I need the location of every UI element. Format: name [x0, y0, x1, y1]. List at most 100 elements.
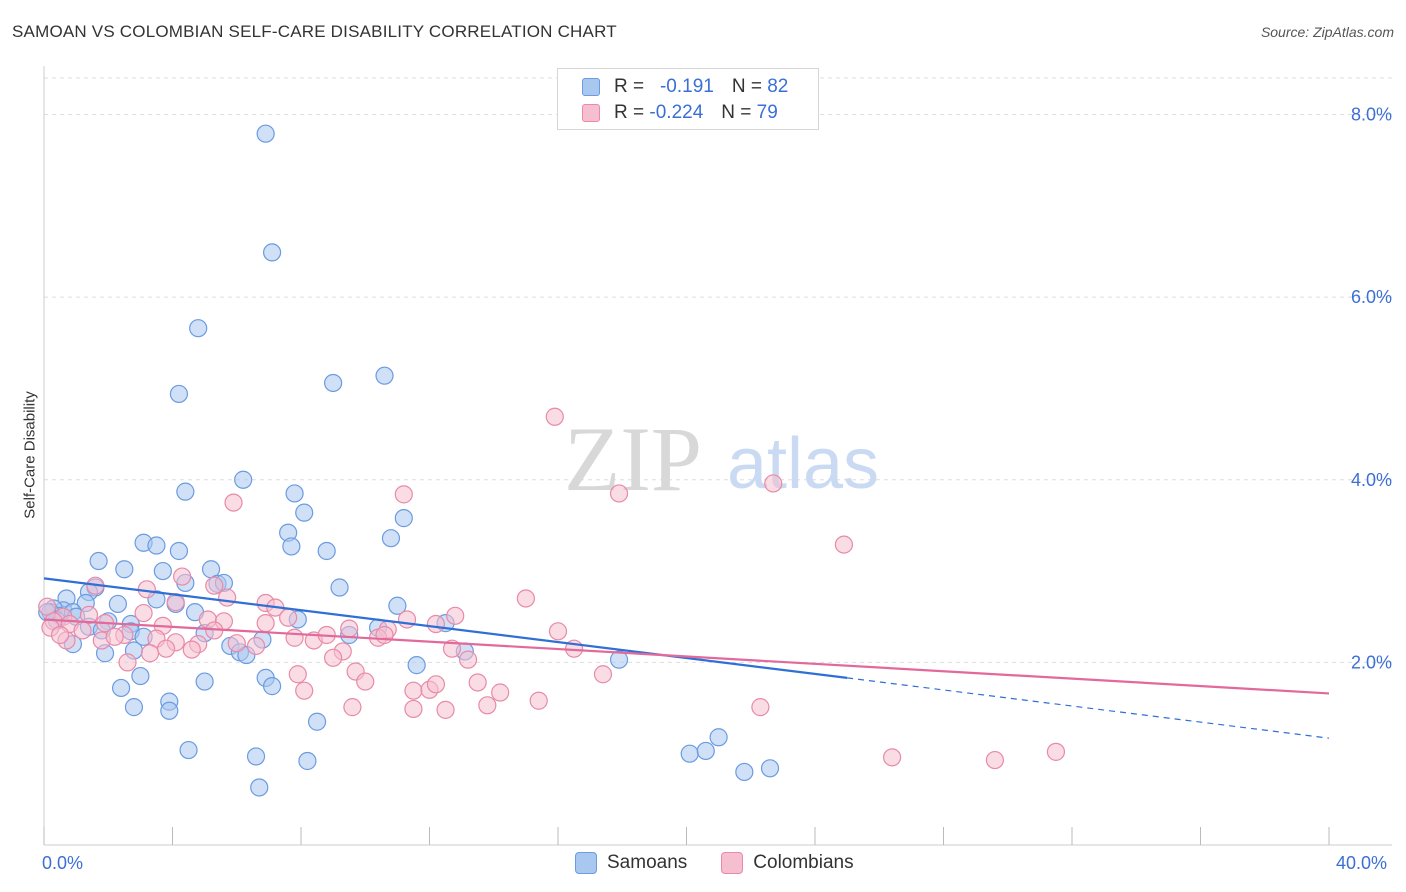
colombian-point [79, 605, 99, 625]
samoan-point [115, 560, 134, 579]
colombian-point [256, 614, 275, 633]
samoan-point [108, 594, 127, 614]
colombian-point [227, 634, 246, 653]
samoan-point [131, 666, 150, 686]
samoan-point [147, 536, 166, 555]
colombian-point [442, 639, 462, 658]
samoans-trend-extension [847, 677, 1330, 739]
colombian-point [436, 700, 455, 719]
colombian-point [324, 648, 343, 667]
samoans-legend-swatch [575, 852, 597, 874]
x-tick-label-max: 40.0% [1336, 853, 1388, 873]
legend-row-samoans: R = -0.191 N = 82 [582, 75, 788, 99]
colombian-point [516, 589, 535, 608]
series-legend: Samoans Colombians [575, 852, 888, 874]
watermark-atlas: atlas [727, 424, 879, 504]
y-tick-label: 8.0% [1351, 105, 1392, 125]
y-tick-label: 4.0% [1351, 470, 1392, 490]
samoan-point [298, 751, 317, 771]
colombian-point [491, 683, 510, 702]
colombian-point [404, 681, 423, 700]
grid-lines [44, 77, 1392, 663]
samoan-point [256, 124, 275, 143]
samoan-point [394, 509, 413, 528]
y-tick-label: 6.0% [1351, 287, 1392, 307]
colombian-point [50, 625, 70, 645]
colombian-point [205, 576, 224, 595]
colombian-point [173, 567, 192, 586]
samoan-point [696, 741, 715, 761]
r-label: R = [614, 102, 645, 123]
colombian-point [73, 621, 92, 640]
colombian-point [529, 691, 548, 710]
samoan-point [195, 672, 214, 691]
watermark-zip: ZIP [564, 408, 702, 510]
samoan-point [282, 537, 301, 556]
legend-row-colombians: R = -0.224 N = 79 [582, 101, 778, 125]
samoan-point [169, 541, 189, 561]
correlation-legend: R = -0.191 N = 82 R = -0.224 N = 79 [557, 68, 819, 130]
colombian-point [1046, 742, 1066, 761]
colombian-point [356, 672, 375, 691]
samoan-point [246, 747, 266, 766]
samoan-point [330, 578, 349, 597]
samoan-point [407, 656, 426, 675]
watermark: ZIP atlas [564, 408, 879, 510]
colombian-point [882, 748, 902, 767]
samoan-point [381, 529, 401, 548]
colombian-point [343, 698, 362, 717]
colombian-point [140, 644, 160, 663]
samoan-point [160, 701, 179, 720]
samoan-point [285, 484, 304, 503]
samoan-point [262, 677, 282, 696]
legend-label-samoans: Samoans [607, 852, 688, 873]
colombian-point [105, 627, 124, 646]
colombian-point [285, 628, 304, 647]
colombians-legend-swatch [721, 852, 744, 874]
colombian-point [394, 485, 413, 504]
samoans-trend-line [43, 577, 848, 679]
r-value: -0.191 [659, 76, 714, 97]
colombian-point [279, 608, 298, 627]
colombian-point [397, 610, 417, 629]
samoan-point [124, 698, 144, 717]
colombians-trend-line [43, 618, 1330, 695]
samoan-point [262, 243, 282, 262]
colombian-point [295, 681, 314, 700]
colombian-point [478, 696, 497, 715]
n-label: N = [721, 102, 752, 123]
colombian-point [375, 625, 394, 645]
colombian-point [764, 474, 783, 493]
colombian-point [468, 673, 487, 692]
legend-label-colombians: Colombians [753, 852, 854, 873]
r-label: R = [614, 76, 645, 97]
samoan-point [375, 366, 394, 385]
trend-lines [43, 577, 1330, 739]
samoan-point [153, 561, 172, 581]
colombian-point [609, 484, 629, 503]
samoan-point [307, 712, 327, 731]
chart-title: SAMOAN VS COLOMBIAN SELF-CARE DISABILITY… [12, 22, 617, 41]
colombian-point [404, 699, 423, 719]
legend-item-colombians: Colombians [721, 852, 854, 874]
samoan-point [609, 650, 629, 669]
samoan-point [680, 744, 699, 763]
samoan-point [317, 541, 336, 561]
colombians-swatch [582, 104, 600, 122]
colombian-point [834, 535, 854, 554]
colombian-point [224, 493, 243, 512]
n-value: 79 [756, 102, 778, 123]
samoan-point [250, 778, 269, 797]
samoan-point [388, 596, 407, 615]
colombian-point [545, 407, 564, 426]
samoan-point [169, 384, 189, 404]
samoan-point [111, 678, 131, 698]
samoans-swatch [582, 78, 600, 96]
samoan-point [324, 373, 343, 393]
samoan-point [234, 470, 253, 489]
colombian-point [134, 603, 153, 623]
legend-item-samoans: Samoans [575, 852, 687, 874]
axes: 2.0% 4.0% 6.0% 8.0% [43, 66, 1392, 846]
colombian-point [426, 614, 446, 634]
